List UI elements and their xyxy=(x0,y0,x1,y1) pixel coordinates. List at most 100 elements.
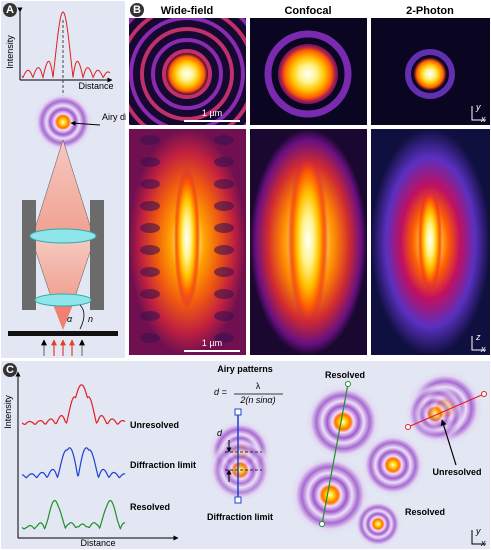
distance-label: d xyxy=(217,428,223,438)
arrows xyxy=(41,339,85,356)
fringe xyxy=(214,135,234,145)
fringe xyxy=(140,179,160,189)
panel-label: B xyxy=(133,4,141,16)
fringe xyxy=(140,223,160,233)
psf-image xyxy=(250,18,367,125)
airy-pattern xyxy=(361,433,425,497)
psf-core xyxy=(418,190,442,290)
panel-label: A xyxy=(6,4,14,16)
profile-end xyxy=(234,496,242,504)
axis-label: Distance xyxy=(80,538,115,548)
sample-stage xyxy=(8,331,118,336)
airy-pattern xyxy=(354,500,402,548)
psf-image xyxy=(140,135,234,343)
intensity-curve xyxy=(21,11,111,80)
fringe xyxy=(140,333,160,343)
lens xyxy=(29,228,97,244)
axes-icon xyxy=(471,530,486,545)
panel-label: C xyxy=(6,364,14,376)
psf-core xyxy=(174,168,200,308)
psf-image xyxy=(371,18,490,125)
airy-pattern xyxy=(290,455,370,535)
axis-label: Distance xyxy=(78,81,113,91)
fringe xyxy=(140,201,160,211)
fringe xyxy=(214,267,234,277)
fringe xyxy=(140,267,160,277)
axis-icon-label: x xyxy=(480,538,486,548)
fringe xyxy=(140,289,160,299)
profile-end xyxy=(405,424,411,430)
annotation: Airy disc xyxy=(102,112,137,122)
axis-icon-label: x xyxy=(480,344,486,354)
trace xyxy=(21,384,126,426)
axes-icon xyxy=(471,336,486,351)
panel-badge xyxy=(3,3,17,17)
objective xyxy=(90,200,104,310)
column-title: Wide-field xyxy=(161,5,213,17)
panel-badge xyxy=(3,363,17,377)
ring xyxy=(162,49,212,99)
formula: d = xyxy=(214,387,227,397)
psf-core xyxy=(288,155,328,325)
panel-badge xyxy=(130,3,144,17)
spot-label: Resolved xyxy=(405,507,445,517)
scale-label: 1 µm xyxy=(202,338,222,348)
annotation: Airy disc xyxy=(102,112,137,122)
annotation: Diffraction limit xyxy=(207,512,273,522)
axes-icon xyxy=(471,106,486,121)
column-title: 2-Photon xyxy=(406,5,454,17)
fringe xyxy=(140,311,160,321)
spot-label: Resolved xyxy=(325,370,365,380)
profile-end xyxy=(234,408,242,416)
trace xyxy=(21,500,126,530)
fringe xyxy=(214,289,234,299)
formula: λ xyxy=(256,381,261,391)
psf-image xyxy=(129,18,246,125)
profile-end xyxy=(319,521,325,527)
arrow xyxy=(70,120,101,126)
fringe xyxy=(214,333,234,343)
trace-label: Diffraction limit xyxy=(130,460,196,470)
objective xyxy=(22,200,36,310)
fringe xyxy=(214,245,234,255)
section-title: Airy patterns xyxy=(217,364,273,374)
refractive-index-label: n xyxy=(88,314,93,324)
fringe xyxy=(214,311,234,321)
ring xyxy=(129,18,245,125)
profile-line xyxy=(407,393,485,428)
angle-label: α xyxy=(67,314,73,324)
axis-icon-label: z xyxy=(475,332,481,342)
fringe xyxy=(140,245,160,255)
beam xyxy=(52,302,74,330)
column-title: Confocal xyxy=(284,5,331,17)
bracket xyxy=(79,304,85,330)
ring xyxy=(140,27,234,121)
axis-icon-label: y xyxy=(475,102,481,112)
fringe xyxy=(214,201,234,211)
airy-pattern xyxy=(405,384,465,444)
trace-label: Unresolved xyxy=(130,420,179,430)
fringe xyxy=(140,135,160,145)
airy-pattern xyxy=(33,92,93,152)
profile-end xyxy=(345,381,351,387)
lens xyxy=(34,293,92,307)
profile-end xyxy=(481,391,487,397)
fringe xyxy=(214,223,234,233)
scale-label: 1 µm xyxy=(202,108,222,118)
fringe xyxy=(140,157,160,167)
fringe xyxy=(214,179,234,189)
ring xyxy=(151,38,223,110)
axis-icon-label: x xyxy=(480,114,486,124)
arrow xyxy=(440,419,457,466)
trace-label: Resolved xyxy=(130,502,170,512)
spot-label: Unresolved xyxy=(432,467,481,477)
profile-line xyxy=(321,383,349,525)
trace xyxy=(21,447,125,479)
airy-pattern xyxy=(305,384,381,460)
axis-label: Intensity xyxy=(5,35,15,69)
formula: 2(n sinα) xyxy=(239,395,275,405)
axis-icon-label: y xyxy=(475,526,481,536)
axis-label: Intensity xyxy=(3,395,13,429)
fringe xyxy=(214,157,234,167)
